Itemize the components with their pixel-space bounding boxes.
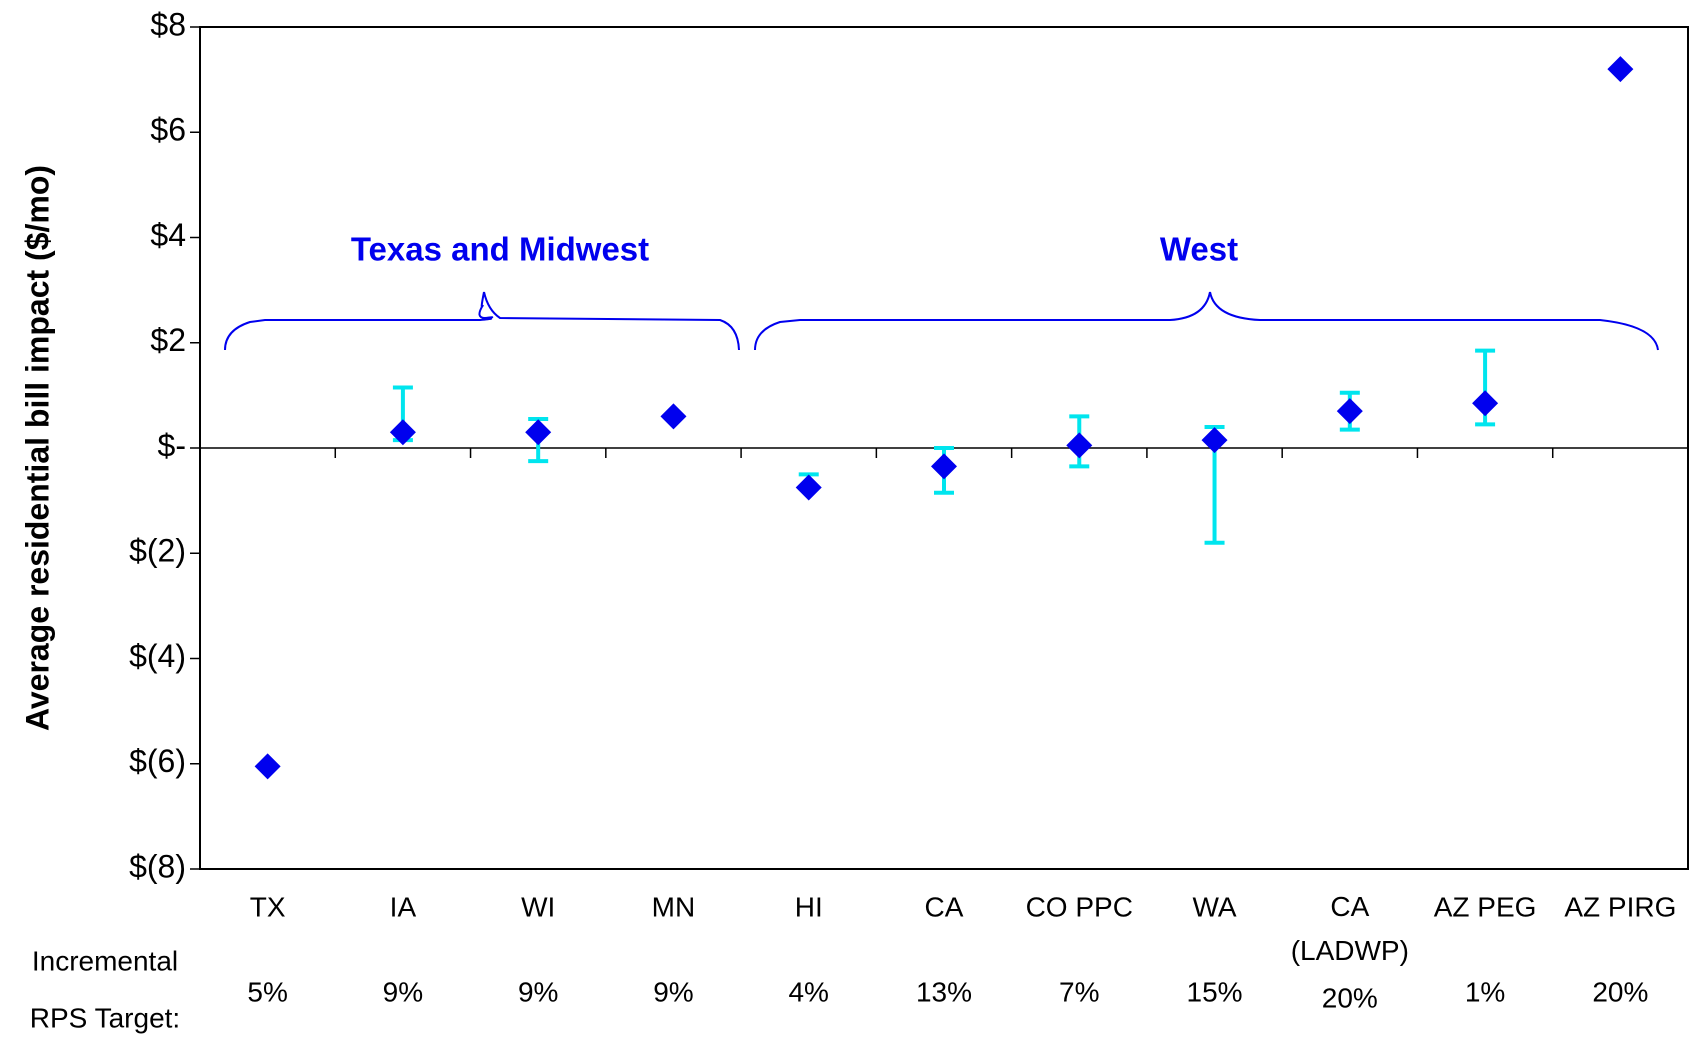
row-label: RPS Target: [30, 1002, 180, 1033]
y-tick-label: $4 [150, 217, 186, 253]
rps-target: 13% [916, 976, 972, 1007]
rps-target: 9% [518, 976, 558, 1007]
point [1336, 398, 1363, 425]
rps-target: 4% [788, 976, 828, 1007]
point [1201, 427, 1228, 454]
point [795, 474, 822, 501]
rps-target: 9% [383, 976, 423, 1007]
point [931, 453, 957, 480]
point [660, 403, 687, 430]
brace [224, 291, 740, 351]
annotation: Texas and Midwest [351, 231, 649, 268]
x-tick-label: CO PPC [1026, 891, 1133, 922]
rps-target: 5% [247, 976, 287, 1007]
brace [754, 291, 1659, 351]
rps-target: 20% [1592, 976, 1648, 1007]
point [389, 419, 416, 446]
x-tick-label: AZ PIRG [1564, 891, 1676, 922]
y-tick-label: $2 [150, 322, 186, 358]
point [1607, 56, 1634, 83]
point [1472, 390, 1499, 417]
row-label: Incremental [32, 945, 178, 976]
y-tick-label: $(2) [129, 533, 186, 569]
point [525, 419, 552, 446]
point [254, 753, 281, 780]
y-tick-label: $(4) [129, 638, 186, 674]
x-tick-label: WA [1193, 891, 1237, 922]
annotation: West [1160, 231, 1238, 268]
rps-target: 9% [653, 976, 693, 1007]
x-tick-label: CA (LADWP) [1291, 891, 1409, 966]
x-tick-label: MN [652, 891, 696, 922]
y-tick-label: $8 [150, 6, 186, 42]
y-tick-label: $- [158, 427, 186, 463]
y-tick-label: $6 [150, 112, 186, 148]
x-tick-label: IA [390, 891, 417, 922]
point [1066, 432, 1093, 459]
rps-target: 15% [1187, 976, 1243, 1007]
x-tick-label: CA [925, 891, 964, 922]
rps-target: 1% [1465, 976, 1505, 1007]
x-tick-label: AZ PEG [1434, 891, 1537, 922]
rps-target: 7% [1059, 976, 1099, 1007]
y-axis-title: Average residential bill impact ($/mo) [19, 165, 55, 731]
rps-target: 20% [1322, 982, 1378, 1013]
x-tick-label: HI [795, 891, 823, 922]
y-tick-label: $(8) [129, 848, 186, 884]
x-tick-label: TX [250, 891, 286, 922]
y-tick-label: $(6) [129, 743, 186, 779]
x-tick-label: WI [521, 891, 555, 922]
